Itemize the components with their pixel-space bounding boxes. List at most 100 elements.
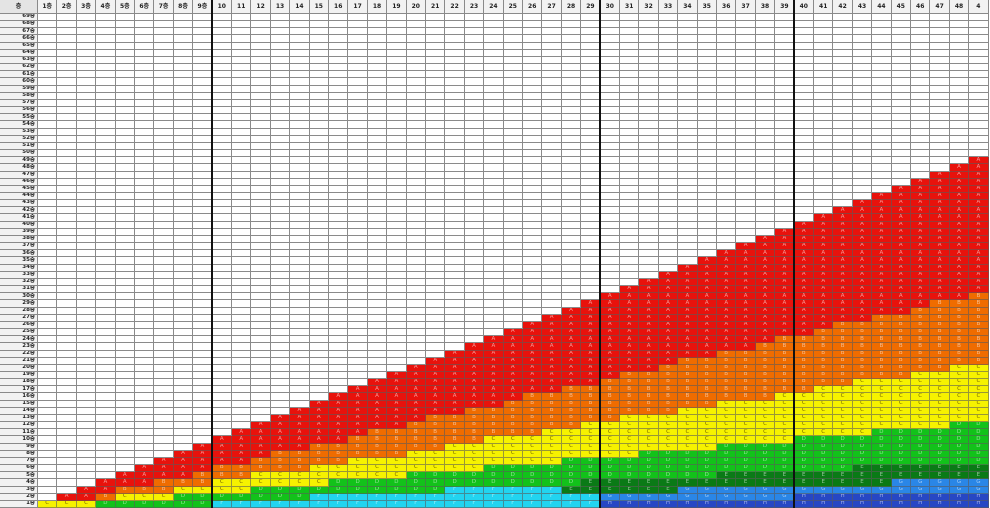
column-header-cell[interactable]: 47 [930, 0, 950, 14]
grade-cell[interactable] [193, 157, 213, 165]
grade-cell[interactable]: A [852, 264, 873, 272]
grade-cell[interactable] [76, 457, 97, 466]
grade-cell[interactable] [406, 92, 426, 100]
grade-cell[interactable] [426, 85, 446, 93]
grade-cell[interactable]: A [891, 257, 911, 265]
grade-cell[interactable]: B [600, 400, 620, 408]
grade-cell[interactable] [658, 150, 679, 158]
grade-cell[interactable] [96, 379, 116, 387]
grade-cell[interactable] [561, 92, 582, 100]
grade-cell[interactable] [135, 157, 155, 165]
grade-cell[interactable]: A [678, 271, 698, 279]
grade-cell[interactable]: A [736, 336, 756, 344]
grade-cell[interactable]: A [658, 271, 679, 279]
grade-cell[interactable]: B [891, 329, 911, 337]
grade-cell[interactable]: D [930, 443, 950, 451]
grade-cell[interactable] [135, 257, 155, 265]
grade-cell[interactable] [115, 450, 135, 458]
grade-cell[interactable]: A [911, 278, 931, 287]
grade-cell[interactable] [193, 171, 213, 179]
grade-cell[interactable] [639, 221, 659, 229]
grade-cell[interactable] [57, 128, 77, 136]
grade-cell[interactable]: H [911, 500, 931, 508]
grade-cell[interactable] [600, 185, 620, 193]
grade-cell[interactable]: A [445, 372, 465, 380]
grade-cell[interactable] [406, 14, 426, 22]
grade-cell[interactable] [561, 185, 582, 193]
grade-cell[interactable] [387, 257, 407, 265]
column-header-cell[interactable]: 2층 [57, 0, 77, 14]
grade-cell[interactable] [872, 107, 892, 115]
grade-cell[interactable] [96, 250, 116, 258]
grade-cell[interactable] [503, 193, 523, 201]
grade-cell[interactable] [348, 221, 368, 229]
grade-cell[interactable]: B [329, 457, 349, 466]
grade-cell[interactable] [57, 35, 77, 43]
grade-cell[interactable] [523, 185, 543, 193]
grade-cell[interactable]: A [658, 314, 679, 322]
grade-cell[interactable]: A [891, 185, 911, 193]
grade-cell[interactable]: H [833, 500, 853, 508]
grade-cell[interactable] [620, 71, 640, 79]
grade-cell[interactable]: D [794, 443, 814, 451]
column-header-cell[interactable]: 1층 [38, 0, 58, 14]
grade-cell[interactable] [600, 28, 620, 36]
grade-cell[interactable] [445, 121, 465, 129]
grade-cell[interactable]: A [755, 293, 776, 301]
grade-cell[interactable]: A [949, 293, 970, 301]
grade-cell[interactable] [212, 372, 232, 380]
grade-cell[interactable] [76, 121, 97, 129]
grade-cell[interactable]: C [212, 479, 232, 487]
grade-cell[interactable]: B [678, 357, 698, 365]
grade-cell[interactable] [542, 85, 562, 93]
grade-cell[interactable]: C [717, 414, 737, 423]
grade-cell[interactable] [678, 21, 698, 29]
grade-cell[interactable]: C [406, 465, 426, 473]
grade-cell[interactable] [290, 235, 310, 244]
grade-cell[interactable] [270, 193, 291, 201]
row-header-cell[interactable]: 16층 [0, 393, 38, 401]
grade-cell[interactable] [891, 121, 911, 129]
grade-cell[interactable] [542, 21, 562, 29]
grade-cell[interactable] [678, 164, 698, 172]
grade-cell[interactable]: C [852, 414, 873, 423]
grade-cell[interactable]: D [523, 479, 543, 487]
grade-cell[interactable]: C [969, 414, 989, 423]
grade-cell[interactable]: B [852, 336, 873, 344]
grade-cell[interactable] [232, 422, 252, 430]
grade-cell[interactable] [173, 193, 194, 201]
grade-cell[interactable] [658, 235, 679, 244]
grade-cell[interactable] [193, 422, 213, 430]
grade-cell[interactable]: B [949, 307, 970, 315]
grade-cell[interactable] [329, 35, 349, 43]
grade-cell[interactable]: A [697, 293, 717, 301]
grade-cell[interactable] [38, 400, 58, 408]
grade-cell[interactable] [154, 443, 174, 451]
grade-cell[interactable] [969, 78, 989, 86]
grade-cell[interactable] [503, 128, 523, 136]
grade-cell[interactable] [387, 28, 407, 36]
grade-cell[interactable] [755, 49, 776, 57]
grade-cell[interactable] [406, 207, 426, 215]
grade-cell[interactable] [96, 350, 116, 358]
grade-cell[interactable] [542, 207, 562, 215]
grade-cell[interactable] [115, 293, 135, 301]
grade-cell[interactable]: A [367, 393, 388, 401]
grade-cell[interactable] [270, 150, 291, 158]
grade-cell[interactable] [775, 42, 795, 50]
grade-cell[interactable]: B [270, 457, 291, 466]
grade-cell[interactable] [76, 436, 97, 444]
grade-cell[interactable] [232, 329, 252, 337]
grade-cell[interactable] [523, 135, 543, 143]
grade-cell[interactable] [464, 228, 485, 236]
grade-cell[interactable] [678, 150, 698, 158]
grade-cell[interactable]: A [464, 372, 485, 380]
grade-cell[interactable] [949, 71, 970, 79]
grade-cell[interactable] [872, 142, 892, 151]
grade-cell[interactable] [251, 372, 271, 380]
grade-cell[interactable] [891, 157, 911, 165]
grade-cell[interactable] [755, 193, 776, 201]
grade-cell[interactable] [38, 135, 58, 143]
grade-cell[interactable] [173, 49, 194, 57]
grade-cell[interactable]: B [852, 329, 873, 337]
